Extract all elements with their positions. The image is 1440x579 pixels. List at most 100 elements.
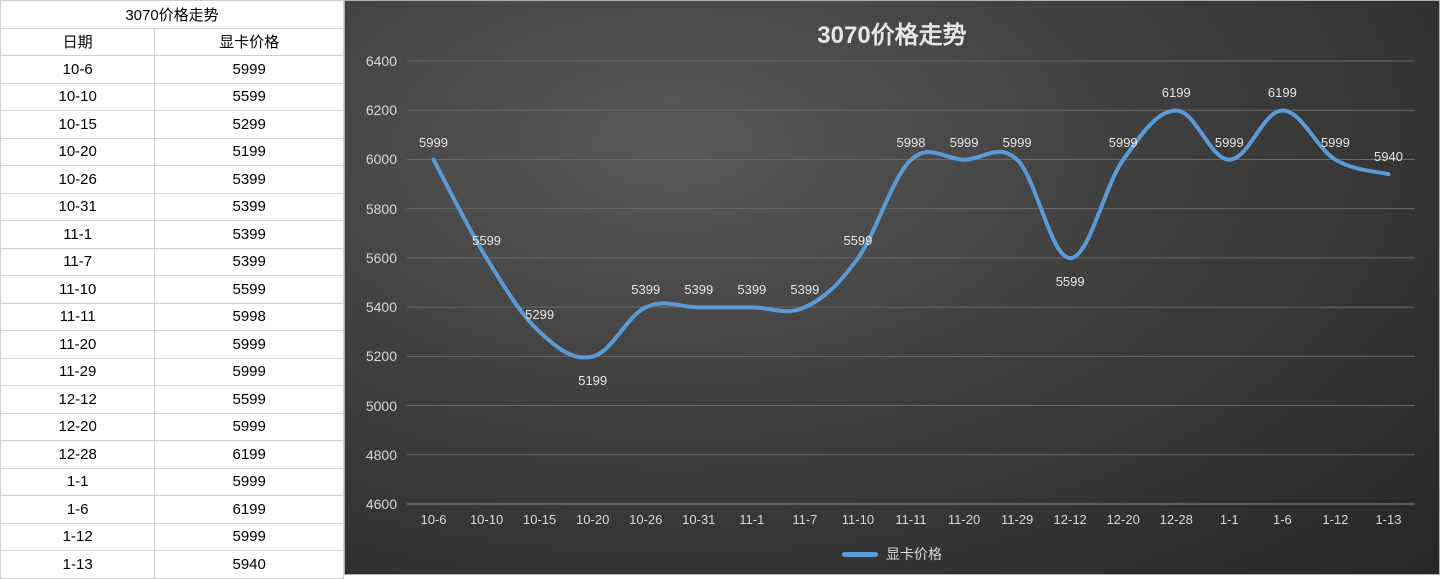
chart-pane: 3070价格走势 4600480050005200540056005800600… (344, 0, 1440, 575)
table-cell: 12-20 (1, 413, 155, 441)
table-cell: 10-10 (1, 83, 155, 111)
data-label: 5299 (525, 307, 554, 322)
table-cell: 5599 (155, 83, 344, 111)
x-tick-label: 11-10 (842, 512, 874, 527)
x-tick-label: 1-6 (1273, 512, 1292, 527)
table-cell: 10-31 (1, 193, 155, 221)
y-tick-label: 5600 (366, 250, 397, 266)
x-tick-label: 10-15 (523, 512, 556, 527)
data-label: 5599 (1056, 274, 1085, 289)
table-cell: 11-7 (1, 248, 155, 276)
data-label: 6199 (1162, 85, 1191, 100)
table-row: 11-295999 (1, 358, 344, 386)
x-tick-label: 1-1 (1220, 512, 1239, 527)
x-tick-label: 1-12 (1322, 512, 1348, 527)
legend-swatch (842, 552, 878, 557)
data-label: 5999 (1109, 135, 1138, 150)
table-cell: 5999 (155, 413, 344, 441)
table-row: 10-105599 (1, 83, 344, 111)
table-cell: 5599 (155, 386, 344, 414)
x-tick-label: 10-31 (682, 512, 715, 527)
y-tick-label: 6200 (366, 102, 397, 118)
table-row: 11-205999 (1, 331, 344, 359)
table-row: 1-15999 (1, 468, 344, 496)
table-row: 11-75399 (1, 248, 344, 276)
data-label: 5999 (1003, 135, 1032, 150)
x-tick-label: 11-1 (739, 512, 764, 527)
data-label: 5940 (1374, 149, 1403, 164)
table-cell: 10-6 (1, 56, 155, 84)
table-cell: 1-6 (1, 496, 155, 524)
table-cell: 5999 (155, 468, 344, 496)
y-tick-label: 5400 (366, 299, 397, 315)
table-cell: 5998 (155, 303, 344, 331)
x-tick-label: 1-13 (1375, 512, 1401, 527)
x-tick-label: 11-7 (792, 512, 817, 527)
data-label: 5999 (1215, 135, 1244, 150)
table-column-header: 日期 (1, 28, 155, 56)
x-tick-label: 10-6 (421, 512, 447, 527)
y-tick-label: 5000 (366, 398, 397, 414)
table-cell: 10-20 (1, 138, 155, 166)
data-label: 5999 (950, 135, 979, 150)
y-tick-label: 6000 (366, 151, 397, 167)
table-row: 10-155299 (1, 111, 344, 139)
table-row: 1-66199 (1, 496, 344, 524)
y-tick-label: 4600 (366, 496, 397, 512)
table-cell: 11-20 (1, 331, 155, 359)
x-tick-label: 10-26 (629, 512, 662, 527)
table-cell: 12-28 (1, 441, 155, 469)
data-table-pane: 3070价格走势日期显卡价格10-6599910-10559910-155299… (0, 0, 344, 575)
table-cell: 5999 (155, 358, 344, 386)
x-tick-label: 10-10 (470, 512, 503, 527)
y-tick-label: 5200 (366, 348, 397, 364)
data-label: 5599 (472, 233, 501, 248)
table-cell: 1-1 (1, 468, 155, 496)
table-row: 11-105599 (1, 276, 344, 304)
x-tick-label: 10-20 (576, 512, 609, 527)
x-tick-label: 12-20 (1107, 512, 1140, 527)
table-cell: 5399 (155, 248, 344, 276)
table-cell: 5399 (155, 221, 344, 249)
data-label: 5399 (790, 282, 819, 297)
table-cell: 1-13 (1, 551, 155, 579)
data-label: 5999 (1321, 135, 1350, 150)
table-cell: 6199 (155, 441, 344, 469)
y-tick-label: 4800 (366, 447, 397, 463)
table-cell: 5199 (155, 138, 344, 166)
table-cell: 10-15 (1, 111, 155, 139)
data-label: 5999 (419, 135, 448, 150)
data-label: 5998 (897, 135, 926, 150)
plot-area: 4600480050005200540056005800600062006400… (407, 61, 1415, 504)
data-label: 5599 (843, 233, 872, 248)
table-cell: 5999 (155, 523, 344, 551)
table-title: 3070价格走势 (1, 1, 344, 29)
table-row: 12-125599 (1, 386, 344, 414)
table-cell: 5599 (155, 276, 344, 304)
table-cell: 1-12 (1, 523, 155, 551)
table-row: 11-115998 (1, 303, 344, 331)
table-cell: 11-1 (1, 221, 155, 249)
table-row: 10-205199 (1, 138, 344, 166)
y-tick-label: 5800 (366, 201, 397, 217)
table-row: 10-315399 (1, 193, 344, 221)
table-row: 1-135940 (1, 551, 344, 579)
table-cell: 11-11 (1, 303, 155, 331)
table-cell: 10-26 (1, 166, 155, 194)
table-row: 10-65999 (1, 56, 344, 84)
data-label: 5199 (578, 373, 607, 388)
x-tick-label: 11-11 (895, 512, 926, 527)
table-row: 12-205999 (1, 413, 344, 441)
table-cell: 5299 (155, 111, 344, 139)
table-cell: 12-12 (1, 386, 155, 414)
table-row: 12-286199 (1, 441, 344, 469)
table-row: 1-125999 (1, 523, 344, 551)
table-row: 10-265399 (1, 166, 344, 194)
legend: 显卡价格 (345, 544, 1439, 564)
x-tick-label: 11-29 (1001, 512, 1033, 527)
table-cell: 5940 (155, 551, 344, 579)
table-cell: 5399 (155, 193, 344, 221)
table-cell: 11-10 (1, 276, 155, 304)
data-label: 5399 (684, 282, 713, 297)
table-cell: 5999 (155, 331, 344, 359)
